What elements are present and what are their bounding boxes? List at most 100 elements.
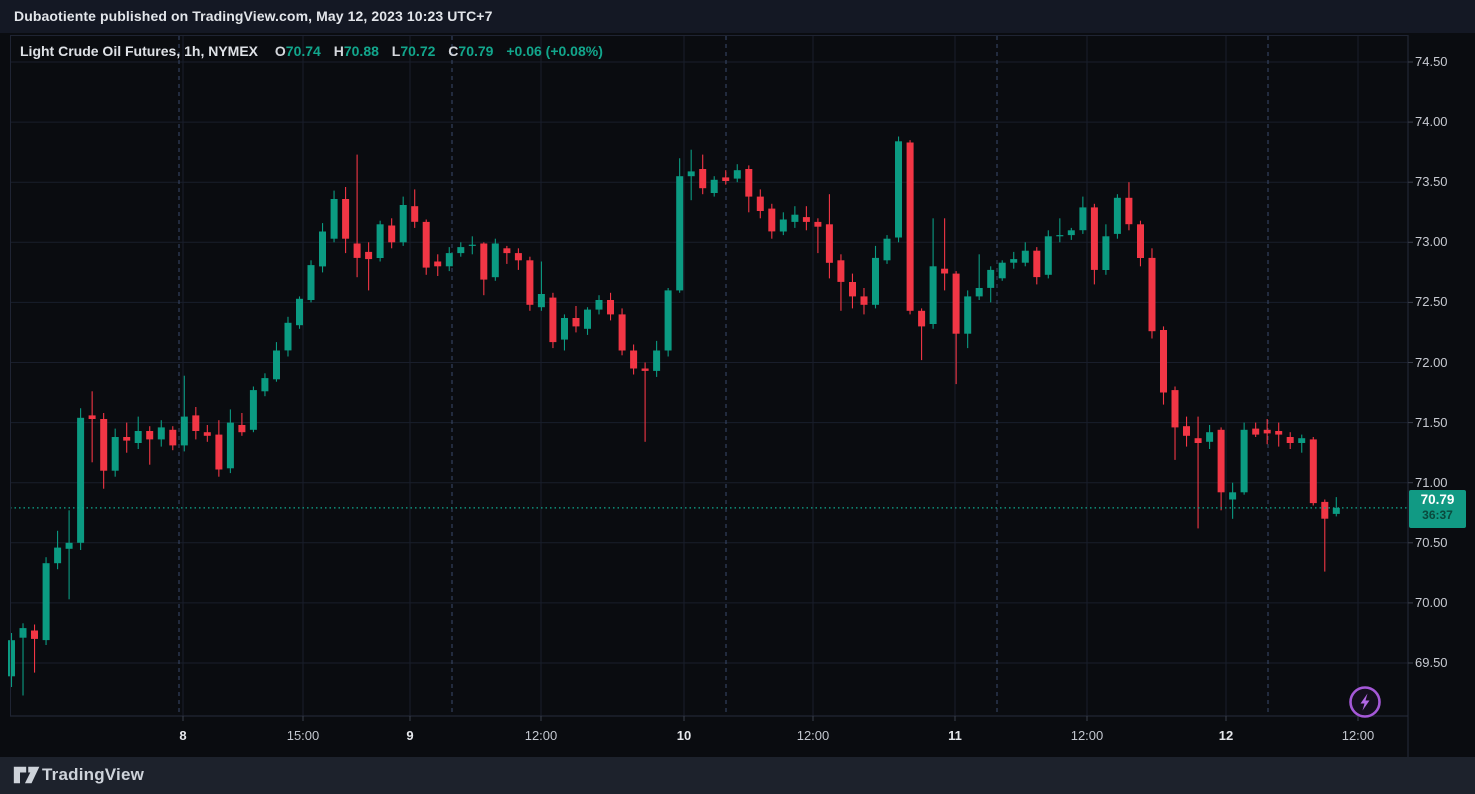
low-value: 70.72 [400, 43, 436, 59]
candle-body [595, 300, 603, 310]
price-axis-label: 72.00 [1415, 354, 1448, 370]
time-axis-label: 12:00 [524, 728, 558, 743]
candle-body [307, 265, 315, 300]
candle-body [1125, 197, 1133, 225]
high-value: 70.88 [343, 43, 379, 59]
price-axis-label: 70.50 [1415, 534, 1448, 550]
time-axis-label: 12 [1218, 728, 1234, 743]
tradingview-wordmark[interactable]: TradingView [42, 765, 145, 784]
candle-body [146, 431, 154, 440]
candle-body [825, 224, 833, 263]
candle-body [1263, 429, 1271, 434]
candle-body [837, 260, 845, 282]
time-axis-label: 12:00 [1341, 728, 1375, 743]
candle-body [941, 268, 949, 274]
candle-body [1275, 431, 1283, 435]
candle-body [929, 266, 937, 324]
chart-pane-border [10, 35, 1408, 716]
candle-body [526, 260, 534, 305]
time-axis[interactable]: 8 15:00 9 12:00 10 12:00 11 12:00 12 12:00 [0, 716, 1475, 757]
symbol-title: Light Crude Oil Futures, 1h, NYMEX [20, 43, 259, 59]
candle-body [134, 431, 142, 443]
candle-body [399, 205, 407, 243]
candle-body [756, 196, 764, 211]
candle-body [664, 290, 672, 351]
candle-body [687, 171, 695, 177]
candle-body [1010, 259, 1018, 263]
candle-body [273, 350, 280, 380]
candle-body [768, 208, 776, 232]
lightning-icon[interactable] [1347, 684, 1383, 720]
candle-body [584, 309, 591, 329]
candle-body [1113, 197, 1121, 234]
attribution-bar: Dubaotiente published on TradingView.com… [0, 0, 1475, 33]
candle-body [388, 225, 396, 243]
candle-body [653, 350, 661, 371]
candle-body [802, 217, 810, 222]
candle-body [261, 378, 269, 392]
candle-body [1067, 230, 1075, 236]
chart-legend[interactable]: Light Crude Oil Futures, 1h, NYMEX O70.7… [20, 43, 603, 59]
candle-body [987, 269, 995, 288]
candle-body [1033, 250, 1041, 278]
candle-body [434, 261, 442, 267]
candle-body [88, 415, 96, 419]
candle-body [998, 262, 1006, 279]
candle-body [353, 243, 361, 258]
candle-body [537, 294, 545, 308]
candle-body [607, 300, 614, 315]
candle-body [630, 350, 638, 369]
candle-body [676, 176, 684, 291]
time-axis-label: 12:00 [1070, 728, 1104, 743]
candle-body [480, 243, 488, 280]
candle-body [975, 288, 983, 297]
price-axis-label: 73.50 [1415, 174, 1448, 190]
candle-body [319, 231, 326, 267]
candle-body [1090, 207, 1098, 270]
candle-body [65, 542, 73, 549]
low-label: L [391, 43, 401, 59]
candle-body [722, 177, 730, 181]
candle-body [445, 253, 453, 267]
candle-body [745, 169, 753, 197]
candle-body [618, 314, 626, 351]
candle-body [514, 253, 522, 261]
candle-body [284, 322, 292, 351]
candle-body [296, 298, 303, 326]
candle-body [411, 206, 419, 222]
candle-body [964, 296, 972, 334]
candle-body [422, 221, 430, 268]
tradingview-logo[interactable] [13, 764, 41, 786]
candle-body [1286, 437, 1294, 443]
time-axis-label: 10 [676, 728, 692, 743]
candle-body [779, 219, 787, 232]
candle-body [365, 251, 373, 260]
candle-body [1021, 250, 1029, 263]
candle-body [100, 419, 108, 471]
candle-body [572, 318, 580, 327]
candle-body [77, 417, 85, 543]
price-axis-label: 72.50 [1415, 294, 1448, 310]
candle-body [31, 630, 38, 639]
candle-body [906, 142, 914, 311]
candle-body [1079, 207, 1087, 231]
candle-body [1056, 235, 1064, 237]
candle-body [860, 296, 868, 305]
candle-body [330, 199, 338, 239]
candle-body [376, 224, 384, 258]
candle-body [710, 179, 718, 193]
candle-body [503, 248, 511, 254]
candle-body [42, 563, 50, 641]
open-value: 70.74 [285, 43, 321, 59]
candle-body [8, 640, 15, 677]
candle-body [1240, 429, 1248, 493]
price-axis[interactable]: 74.50 74.00 73.50 73.00 72.50 72.00 71.50 71.00… [1408, 35, 1475, 757]
price-axis-label: 71.00 [1415, 474, 1448, 490]
time-axis-label: 8 [179, 728, 187, 743]
candle-body [1044, 236, 1052, 275]
candle-body [180, 416, 188, 446]
candle-body [203, 432, 211, 436]
time-axis-label: 12:00 [796, 728, 830, 743]
